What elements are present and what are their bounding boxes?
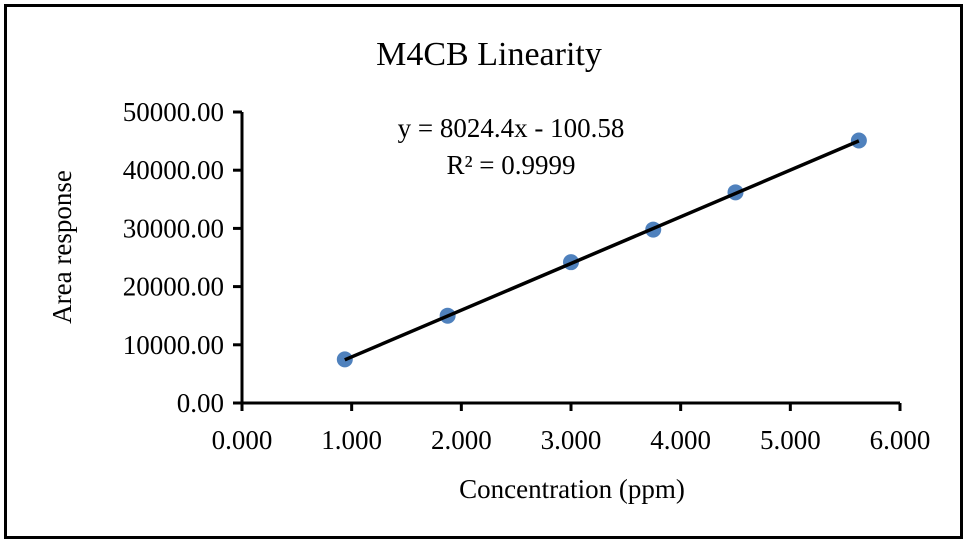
x-tick-label: 4.000: [650, 425, 711, 455]
axes: 0.000 1.000 2.000 3.000 4.000 5.000 6.000 0.00 1…: [123, 97, 931, 455]
x-tick-label: 0.000: [212, 425, 273, 455]
x-axis-label: Concentration (ppm): [459, 474, 685, 504]
data-point: [850, 132, 867, 149]
chart-frame: [4, 4, 963, 539]
x-tick-label: 2.000: [431, 425, 492, 455]
y-tick-label: 50000.00: [123, 97, 224, 127]
chart-title: M4CB Linearity: [376, 36, 602, 73]
y-axis-label: Area response: [47, 170, 77, 324]
x-tick-label: 1.000: [321, 425, 382, 455]
y-tick-label: 10000.00: [123, 330, 224, 360]
trendline: [344, 139, 860, 362]
x-tick-label: 5.000: [760, 425, 821, 455]
x-tick-label: 3.000: [541, 425, 602, 455]
y-tick-label: 0.00: [177, 388, 224, 418]
trendline-group: [344, 139, 860, 362]
y-tick-label: 40000.00: [123, 155, 224, 185]
y-tick-label: 20000.00: [123, 272, 224, 302]
trendline-r-squared: R² = 0.9999: [446, 150, 575, 180]
x-tick-label: 6.000: [870, 425, 931, 455]
y-tick-label: 30000.00: [123, 213, 224, 243]
trendline-equation: y = 8024.4x - 100.58: [398, 113, 625, 143]
